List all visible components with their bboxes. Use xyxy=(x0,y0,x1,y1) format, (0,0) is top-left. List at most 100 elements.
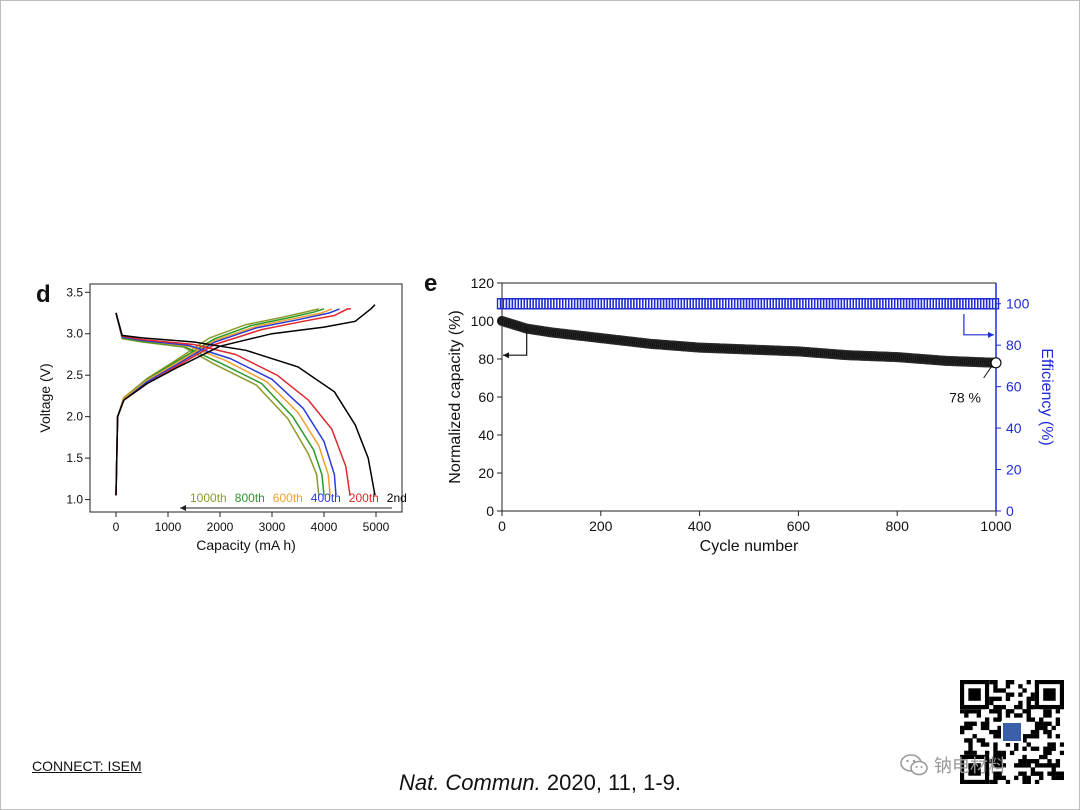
qr-module xyxy=(1001,688,1006,693)
efficiency-point xyxy=(508,298,520,310)
qr-module xyxy=(1051,771,1056,776)
qr-module xyxy=(1001,775,1006,781)
qr-module xyxy=(964,721,969,726)
qr-module xyxy=(1009,709,1015,714)
efficiency-point xyxy=(689,298,700,310)
y-axis-label-e: Normalized capacity (%) xyxy=(447,310,464,483)
qr-module xyxy=(1039,717,1044,722)
connect-link[interactable]: CONNECT: ISEM xyxy=(32,758,142,774)
capacity-axis-arrow xyxy=(502,328,528,356)
qr-module xyxy=(968,725,973,731)
qr-module xyxy=(1047,729,1052,735)
efficiency-point xyxy=(716,298,727,310)
qr-module xyxy=(964,713,969,718)
y-tick-label-d: 2.0 xyxy=(66,410,83,424)
x-tick-label-e: 200 xyxy=(589,518,613,534)
efficiency-point xyxy=(899,298,911,310)
qr-module xyxy=(964,738,969,743)
qr-module xyxy=(1047,742,1052,747)
efficiency-point xyxy=(867,298,878,310)
qr-module xyxy=(1022,734,1027,739)
efficiency-point xyxy=(858,298,869,310)
qr-module xyxy=(1055,759,1061,764)
efficiency-point xyxy=(852,298,863,310)
qr-module xyxy=(997,775,1002,781)
efficiency-point xyxy=(707,298,718,310)
efficiency-point xyxy=(713,298,724,310)
efficiency-point xyxy=(810,298,822,310)
qr-module xyxy=(1047,713,1052,718)
efficiency-point xyxy=(778,298,789,310)
y2-tick-label-e: 20 xyxy=(1006,462,1022,478)
efficiency-point xyxy=(633,298,644,310)
efficiency-point xyxy=(902,298,914,310)
efficiency-point xyxy=(538,298,549,310)
qr-module xyxy=(1034,721,1040,726)
qr-module xyxy=(1005,696,1011,701)
qr-module xyxy=(1034,779,1040,784)
qr-module xyxy=(993,729,998,735)
qr-module xyxy=(1030,767,1036,772)
efficiency-point xyxy=(843,298,854,310)
x-tick-label-d: 1000 xyxy=(155,520,182,534)
qr-module xyxy=(1026,775,1031,781)
qr-module xyxy=(1018,704,1023,710)
efficiency-point xyxy=(544,298,555,310)
efficiency-point xyxy=(929,298,940,310)
watermark-text: 钠电材料 xyxy=(934,756,1006,777)
qr-module xyxy=(1051,763,1056,768)
qr-module xyxy=(1022,775,1027,781)
efficiency-point xyxy=(974,298,985,310)
efficiency-point xyxy=(550,298,561,310)
efficiency-point xyxy=(564,298,576,310)
qr-module xyxy=(1043,721,1048,726)
efficiency-point xyxy=(932,298,943,310)
qr-module xyxy=(1034,763,1040,768)
qr-module xyxy=(1018,692,1023,697)
efficiency-point xyxy=(730,298,742,310)
qr-module xyxy=(1055,775,1061,781)
efficiency-point xyxy=(722,298,733,310)
efficiency-point xyxy=(849,298,860,310)
efficiency-point xyxy=(597,298,608,310)
qr-module xyxy=(1059,750,1064,756)
qr-module xyxy=(1026,763,1031,768)
efficiency-point xyxy=(959,298,970,310)
efficiency-point xyxy=(982,298,994,310)
qr-module xyxy=(1022,763,1027,768)
qr-module xyxy=(997,717,1002,722)
legend-label-200th: 200th xyxy=(349,491,379,505)
qr-module xyxy=(1014,742,1019,747)
efficiency-point xyxy=(535,298,546,310)
qr-module xyxy=(1043,725,1048,731)
qr-module xyxy=(1026,734,1031,739)
efficiency-point xyxy=(781,298,792,310)
efficiency-point xyxy=(526,298,537,310)
qr-module xyxy=(1051,767,1056,772)
qr-module xyxy=(993,680,998,685)
series-600th-charge xyxy=(115,308,333,496)
qr-module xyxy=(993,750,998,756)
efficiency-point xyxy=(870,298,881,310)
series-400th-charge xyxy=(115,308,340,496)
efficiency-point xyxy=(618,298,629,310)
efficiency-point xyxy=(882,298,893,310)
qr-finder-inner xyxy=(968,763,981,776)
qr-module xyxy=(997,688,1002,693)
efficiency-point xyxy=(971,298,982,310)
qr-module xyxy=(984,742,990,747)
qr-module xyxy=(1039,763,1044,768)
efficiency-point xyxy=(505,298,517,310)
qr-module xyxy=(968,750,973,756)
qr-module xyxy=(1014,713,1019,718)
qr-module xyxy=(1005,684,1011,689)
efficiency-point xyxy=(861,298,872,310)
series-400th-discharge xyxy=(115,312,337,496)
qr-module xyxy=(972,721,977,726)
x-tick-label-d: 0 xyxy=(113,520,120,534)
efficiency-point xyxy=(831,298,843,310)
efficiency-point xyxy=(976,298,988,310)
qr-finder-inner xyxy=(1043,688,1056,701)
efficiency-point xyxy=(529,298,540,310)
qr-module xyxy=(968,721,973,726)
